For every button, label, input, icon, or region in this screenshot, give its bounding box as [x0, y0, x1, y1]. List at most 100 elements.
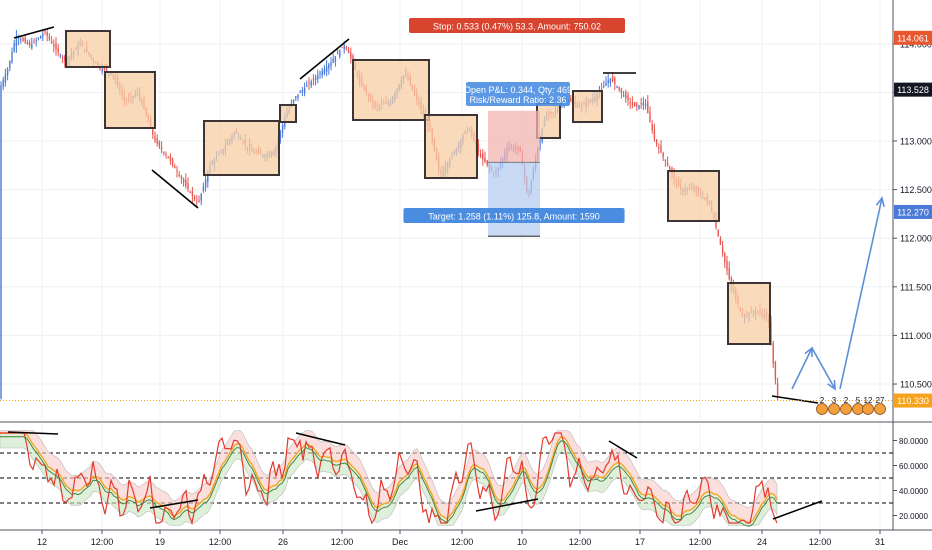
candle-body: [332, 59, 334, 63]
candle-body: [618, 86, 620, 90]
candle-body: [169, 156, 172, 162]
candle-body: [625, 92, 627, 98]
candle-body: [279, 132, 282, 139]
consolidation-box: [727, 282, 771, 345]
candle-body: [156, 138, 158, 144]
candle-body: [721, 246, 724, 254]
candle-body: [724, 253, 726, 262]
candle-body: [295, 96, 297, 99]
candle-body: [200, 193, 202, 201]
candle-body: [776, 382, 779, 396]
candle-body: [614, 77, 616, 84]
event-marker-label: 5: [856, 396, 861, 405]
pnl-label-bg: [466, 82, 570, 106]
osc-tick-label: 20.0000: [899, 512, 928, 521]
candle-body: [343, 44, 345, 50]
target-zone: [488, 162, 540, 237]
candle-body: [99, 68, 101, 70]
candle-body: [603, 85, 605, 87]
time-tick-label: Dec: [392, 537, 409, 547]
event-marker-label: 27: [876, 396, 885, 405]
price-label-bg: [894, 204, 932, 219]
candle-body: [193, 197, 196, 200]
candle-body: [196, 201, 198, 203]
time-tick-label: 24: [757, 537, 767, 547]
candle-body: [570, 98, 572, 101]
candle-body: [191, 190, 194, 196]
osc-tick-label: 60.0000: [899, 462, 928, 471]
price-label-bg: [894, 393, 932, 408]
trend-line: [771, 395, 819, 404]
candle-body: [44, 30, 46, 33]
time-tick-label: 12:00: [809, 537, 832, 547]
stop-zone: [488, 110, 540, 163]
candle-body: [611, 76, 614, 82]
candle-body: [308, 82, 310, 84]
candle-body: [312, 78, 315, 80]
candle-body: [647, 101, 649, 113]
candle-body: [317, 75, 319, 80]
osc-tick-label: 40.0000: [899, 487, 928, 496]
candle-body: [715, 218, 717, 228]
candle-body: [345, 47, 348, 49]
candle-body: [160, 147, 163, 150]
projection-arrow: [791, 347, 813, 390]
candle-body: [163, 152, 165, 154]
candle-body: [666, 162, 669, 166]
osc-main-line: [0, 432, 778, 526]
candle-body: [204, 179, 207, 188]
candle-body: [336, 53, 339, 55]
consolidation-box: [104, 71, 156, 129]
candle-body: [717, 230, 719, 237]
candle-body: [24, 37, 26, 43]
candle-body: [281, 124, 284, 133]
candle-body: [339, 50, 341, 57]
candle-body: [719, 238, 722, 245]
candle-body: [662, 152, 664, 157]
candle-body: [171, 158, 174, 165]
projection-arrow: [811, 347, 836, 390]
consolidation-box: [65, 30, 111, 68]
price-tick-label: 111.500: [900, 282, 931, 292]
consolidation-box: [279, 104, 297, 123]
projection-arrow: [839, 197, 883, 390]
candle-body: [484, 157, 486, 163]
candle-body: [46, 32, 48, 36]
event-marker-icon: [852, 403, 864, 415]
candle-body: [640, 103, 642, 105]
consolidation-box: [667, 170, 720, 222]
price-tick-label: 112.500: [900, 185, 932, 195]
candle-body: [651, 123, 653, 131]
candle-body: [185, 179, 187, 186]
candle-body: [4, 74, 7, 83]
osc-trend-line: [295, 432, 346, 446]
candle-body: [627, 95, 629, 101]
osc-slow-line: [0, 436, 778, 527]
candle-body: [664, 159, 667, 162]
candle-body: [101, 68, 103, 72]
candle-body: [486, 160, 488, 165]
candle-body: [607, 80, 609, 84]
candle-body: [154, 136, 156, 141]
candle-body: [301, 90, 304, 93]
candle-body: [202, 186, 205, 191]
candle-body: [180, 176, 183, 179]
candle-body: [314, 77, 317, 80]
time-tick-label: 12:00: [331, 537, 354, 547]
candle-body: [620, 88, 623, 93]
price-tick-label: 110.500: [900, 380, 932, 390]
event-marker-icon: [816, 403, 828, 415]
candle-body: [176, 170, 178, 172]
candle-body: [174, 166, 176, 169]
time-tick-label: 19: [155, 537, 165, 547]
candle-body: [9, 60, 11, 68]
candle-body: [57, 48, 59, 53]
candle-body: [48, 36, 51, 40]
candle-body: [158, 141, 161, 147]
time-tick-label: 12:00: [209, 537, 232, 547]
candle-body: [167, 156, 169, 159]
candle-body: [636, 103, 638, 107]
event-marker-icon: [874, 403, 886, 415]
osc-trend-line: [608, 440, 638, 459]
